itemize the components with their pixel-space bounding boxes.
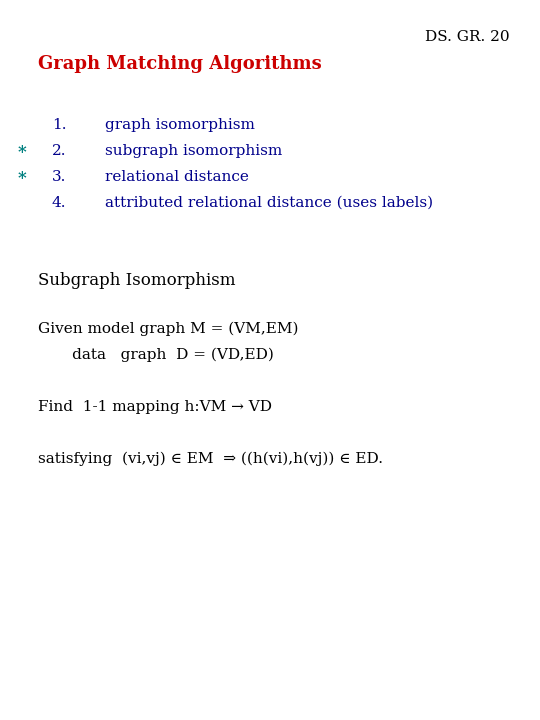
Text: graph isomorphism: graph isomorphism [105, 118, 255, 132]
Text: 4.: 4. [52, 196, 66, 210]
Text: Given model graph M = (VM,EM): Given model graph M = (VM,EM) [38, 322, 299, 336]
Text: 3.: 3. [52, 170, 66, 184]
Text: 1.: 1. [52, 118, 66, 132]
Text: attributed relational distance (uses labels): attributed relational distance (uses lab… [105, 196, 433, 210]
Text: data   graph  D = (VD,ED): data graph D = (VD,ED) [38, 348, 274, 362]
Text: subgraph isomorphism: subgraph isomorphism [105, 144, 282, 158]
Text: *: * [18, 144, 26, 161]
Text: DS. GR. 20: DS. GR. 20 [426, 30, 510, 44]
Text: Graph Matching Algorithms: Graph Matching Algorithms [38, 55, 322, 73]
Text: 2.: 2. [52, 144, 66, 158]
Text: Subgraph Isomorphism: Subgraph Isomorphism [38, 272, 235, 289]
Text: relational distance: relational distance [105, 170, 249, 184]
Text: satisfying  (vi,vj) ∈ EM  ⇒ ((h(vi),h(vj)) ∈ ED.: satisfying (vi,vj) ∈ EM ⇒ ((h(vi),h(vj))… [38, 452, 383, 467]
Text: *: * [18, 170, 26, 187]
Text: Find  1-1 mapping h:VM → VD: Find 1-1 mapping h:VM → VD [38, 400, 272, 414]
